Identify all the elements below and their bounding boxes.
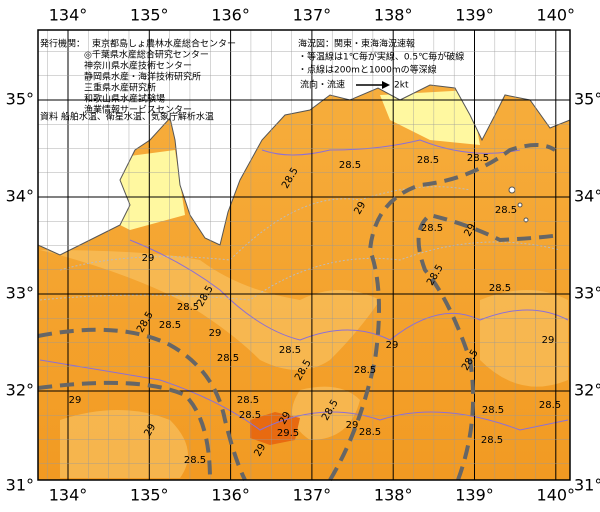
grid <box>38 30 570 480</box>
issuer-member: 三重県水産研究所 <box>84 82 156 94</box>
legend-note: ・点線は200mと1000mの等深線 <box>298 64 437 76</box>
latitude-label: 32° <box>574 381 600 400</box>
latitude-label: 33° <box>6 284 34 303</box>
contour-label: 28.5 <box>482 405 504 416</box>
issuer-member: 和歌山県水産試験場 <box>84 93 165 105</box>
issuer-label: 発行機関： <box>40 38 85 50</box>
longitude-label: 135° <box>130 486 169 505</box>
contour-label: 28.5 <box>495 205 517 216</box>
contour-label: 28.5 <box>417 155 439 166</box>
contour-label: 29 <box>142 253 155 264</box>
latitude-label: 34° <box>574 187 600 206</box>
issuer-member: 静岡県水産・海洋技術研究所 <box>84 71 201 83</box>
issuer-member: 神奈川県水産技術センター <box>84 60 192 72</box>
isobaths <box>39 186 561 301</box>
warm-patch <box>250 412 300 445</box>
longitude-label: 137° <box>293 486 332 505</box>
coastal-water <box>380 90 480 145</box>
longitude-label: 134° <box>49 486 88 505</box>
contour-label: 28.5 <box>239 410 261 421</box>
current-label: 流向・流速 <box>300 79 345 91</box>
contour-label: 28.5 <box>539 400 561 411</box>
legend: 海況図：関東・東海海況速報 ・等温線は1℃毎が実線、0.5℃毎が破線 ・点線は2… <box>298 38 464 91</box>
longitude-label: 140° <box>537 6 576 25</box>
contour-label: 29 <box>69 395 82 406</box>
longitude-label: 139° <box>455 486 494 505</box>
latitude-label: 31° <box>6 476 34 495</box>
contour-label: 28.5 <box>159 320 181 331</box>
issuer-lead: 東京都島しょ農林水産総合センター <box>92 38 236 50</box>
contour-label: 28.5 <box>217 353 239 364</box>
contour-label: 28.5 <box>339 160 361 171</box>
contour-label: 28.5 <box>177 302 199 313</box>
contour-label: 28.5 <box>354 365 376 376</box>
islands <box>508 186 529 223</box>
sea-shading <box>40 250 568 478</box>
legend-title: 海況図：関東・東海海況速報 <box>298 38 415 50</box>
latitude-label: 35° <box>574 90 600 109</box>
issuer-member: 漁業情報サービスセンター <box>84 104 192 116</box>
longitude-label: 137° <box>293 6 332 25</box>
current-axis <box>37 143 561 482</box>
contour-label: 29 <box>209 328 222 339</box>
longitude-label: 136° <box>211 486 250 505</box>
current-scale: 2kt <box>394 81 409 91</box>
latitude-label: 32° <box>6 381 34 400</box>
latitude-label: 35° <box>6 90 34 109</box>
longitude-label: 134° <box>49 6 88 25</box>
contour-label: 28.5 <box>279 345 301 356</box>
latitude-label: 34° <box>6 187 34 206</box>
latitude-label: 33° <box>574 284 600 303</box>
longitude-label: 135° <box>130 6 169 25</box>
contour-label: 28.5 <box>184 455 206 466</box>
source: 資料 船舶水温、衛星水温、気象庁解析水温 <box>40 111 214 123</box>
contour-label: 29 <box>542 335 555 346</box>
latitude-label: 31° <box>574 476 600 495</box>
contour-label: 29.5 <box>277 428 299 439</box>
map-frame <box>37 29 571 481</box>
issuer-member: ◎千葉県水産総合研究センター <box>84 49 209 61</box>
longitude-label: 139° <box>455 6 494 25</box>
contour-label: 28.5 <box>467 153 489 164</box>
longitude-label: 138° <box>374 486 413 505</box>
contour-label: 28.5 <box>237 395 259 406</box>
contour-label: 28.5 <box>489 283 511 294</box>
contour-label: 28.5 <box>359 427 381 438</box>
contour-label: 29 <box>346 420 359 431</box>
current-arrow-head <box>382 81 390 89</box>
land <box>37 29 571 256</box>
issuer-block: 発行機関： 東京都島しょ農林水産総合センター ◎千葉県水産総合研究センター神奈川… <box>40 38 236 123</box>
contour-label: 29 <box>386 340 399 351</box>
contour-label: 28.5 <box>481 435 503 446</box>
longitude-label: 136° <box>211 6 250 25</box>
legend-note: ・等温線は1℃毎が実線、0.5℃毎が破線 <box>298 51 464 63</box>
longitude-label: 138° <box>374 6 413 25</box>
contour-label: 28.5 <box>421 223 443 234</box>
longitude-label: 140° <box>537 486 576 505</box>
